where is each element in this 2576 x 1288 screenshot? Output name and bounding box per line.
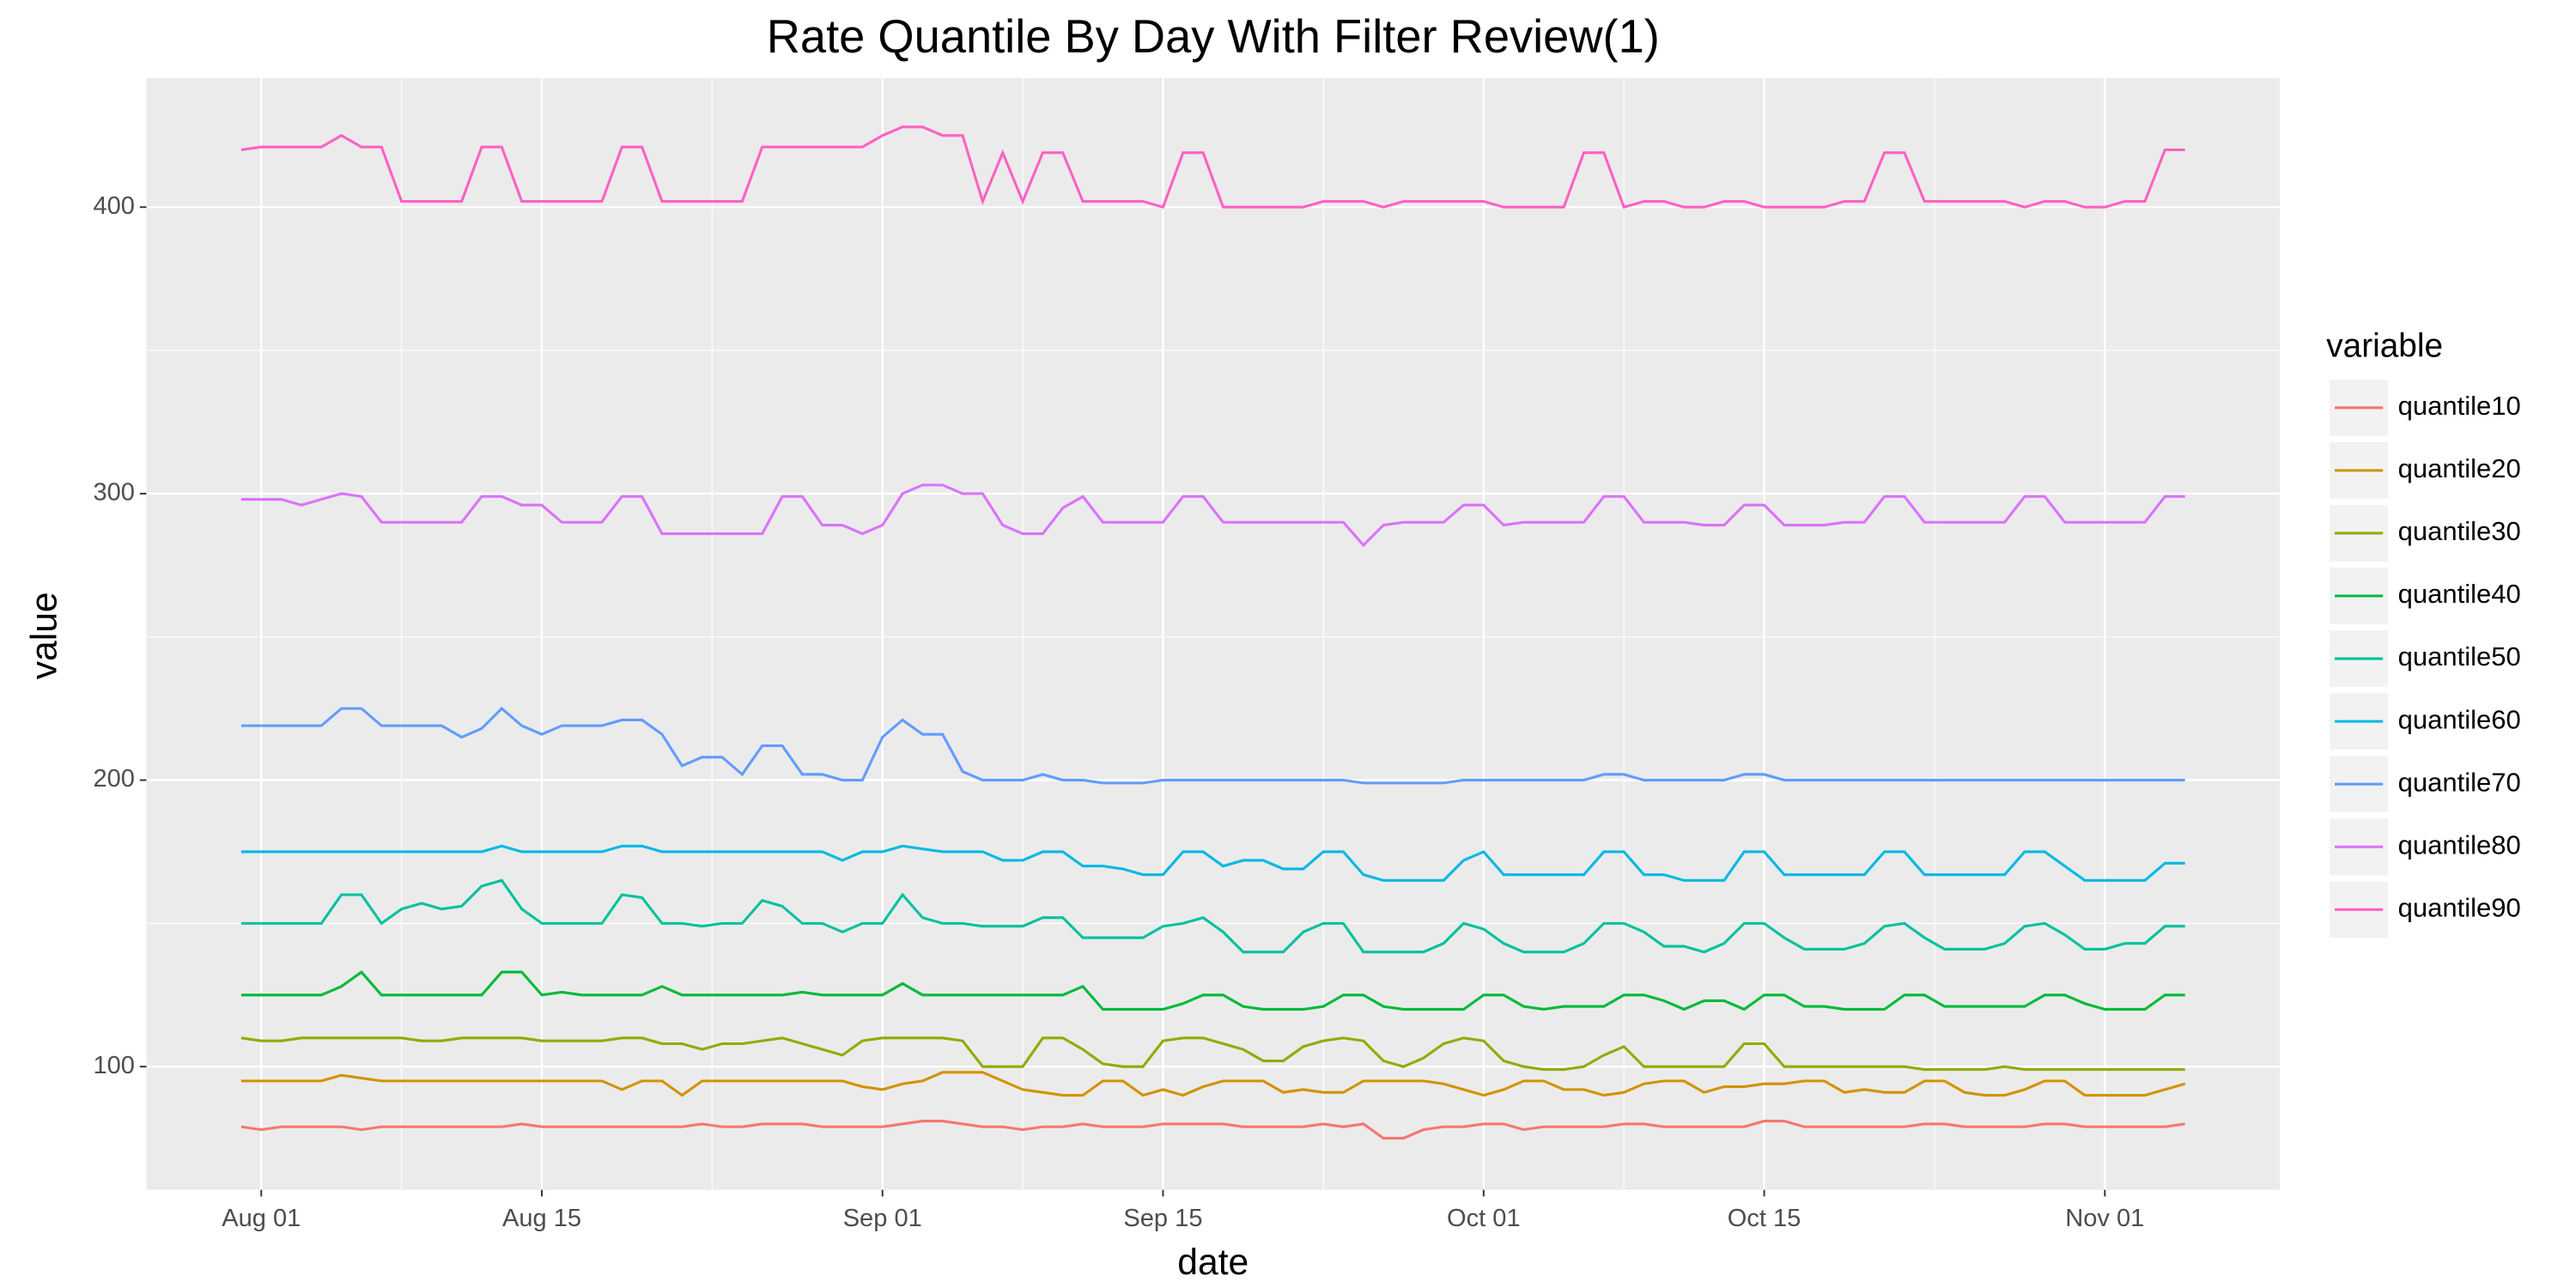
series-line [240, 878, 2185, 954]
legend-label: quantile90 [2398, 892, 2521, 922]
series-line [240, 969, 2185, 1012]
x-tick-label: Oct 01 [1447, 1205, 1521, 1232]
legend-title: variable [2326, 327, 2443, 364]
legend-label: quantile10 [2398, 391, 2521, 421]
y-tick-label: 400 [94, 192, 135, 220]
chart-title: Rate Quantile By Day With Filter Review(… [767, 11, 1660, 63]
x-tick-label: Sep 15 [1123, 1205, 1202, 1232]
series-line [240, 125, 2185, 210]
x-tick-label: Aug 01 [222, 1205, 301, 1232]
legend-label: quantile70 [2398, 767, 2521, 797]
series-line [240, 1071, 2186, 1097]
series-line [240, 1036, 2185, 1072]
y-tick-label: 200 [94, 765, 135, 793]
x-tick-label: Sep 01 [843, 1205, 922, 1232]
series-line [240, 844, 2185, 882]
x-axis-title: date [1177, 1242, 1249, 1283]
y-tick-label: 100 [94, 1052, 135, 1079]
x-tick-label: Oct 15 [1728, 1205, 1801, 1232]
panel-background [146, 78, 2281, 1190]
legend-label: quantile20 [2398, 453, 2521, 483]
series-line [240, 1120, 2185, 1140]
y-axis-title: value [24, 592, 65, 679]
series-line [240, 483, 2185, 548]
legend-label: quantile50 [2398, 641, 2521, 671]
series-line [240, 707, 2185, 785]
x-tick-label: Aug 15 [502, 1205, 581, 1232]
x-tick-label: Nov 01 [2065, 1205, 2144, 1232]
legend-label: quantile30 [2398, 516, 2521, 546]
legend-label: quantile80 [2398, 829, 2521, 860]
y-tick-label: 300 [94, 479, 135, 507]
legend-label: quantile60 [2398, 704, 2521, 734]
legend-label: quantile40 [2398, 579, 2521, 609]
